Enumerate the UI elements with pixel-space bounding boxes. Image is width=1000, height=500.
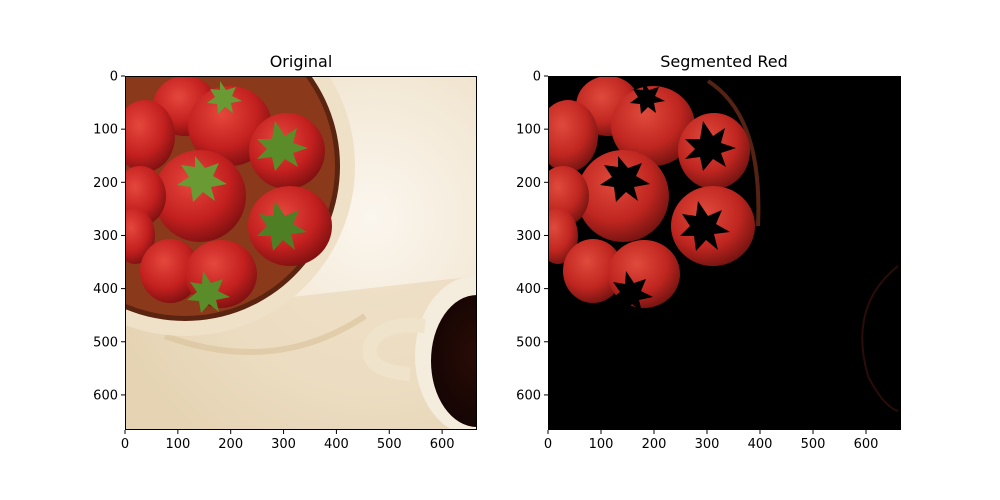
y-tick-label: 600: [93, 388, 118, 403]
y-tick-label: 500: [93, 335, 118, 350]
x-tick-label: 500: [377, 437, 402, 452]
y-tick-label: 200: [516, 176, 541, 191]
y-tick-label: 300: [516, 229, 541, 244]
x-tick-label: 600: [854, 437, 879, 452]
segmented-red-image: [548, 76, 901, 430]
original-image: [125, 76, 477, 430]
panel-title-original: Original: [269, 52, 333, 71]
y-tick-label: 200: [93, 176, 118, 191]
y-tick-label: 0: [533, 70, 541, 85]
x-tick-label: 300: [695, 437, 720, 452]
y-tick-label: 400: [516, 282, 541, 297]
y-tick-label: 0: [110, 70, 118, 85]
x-tick-label: 0: [121, 437, 129, 452]
x-tick-label: 100: [165, 437, 190, 452]
x-tick-label: 100: [589, 437, 614, 452]
y-tick-label: 300: [93, 229, 118, 244]
y-tick-label: 600: [516, 388, 541, 403]
y-tick-label: 500: [516, 335, 541, 350]
x-tick-label: 300: [271, 437, 296, 452]
x-tick-label: 200: [642, 437, 667, 452]
x-tick-label: 400: [748, 437, 773, 452]
y-tick-label: 100: [93, 123, 118, 138]
x-tick-label: 0: [544, 437, 552, 452]
x-tick-label: 500: [801, 437, 826, 452]
x-tick-label: 600: [430, 437, 455, 452]
y-tick-label: 100: [516, 123, 541, 138]
x-tick-label: 400: [324, 437, 349, 452]
x-tick-label: 200: [218, 437, 243, 452]
y-tick-label: 400: [93, 282, 118, 297]
panel-title-segmented-red: Segmented Red: [660, 52, 788, 71]
